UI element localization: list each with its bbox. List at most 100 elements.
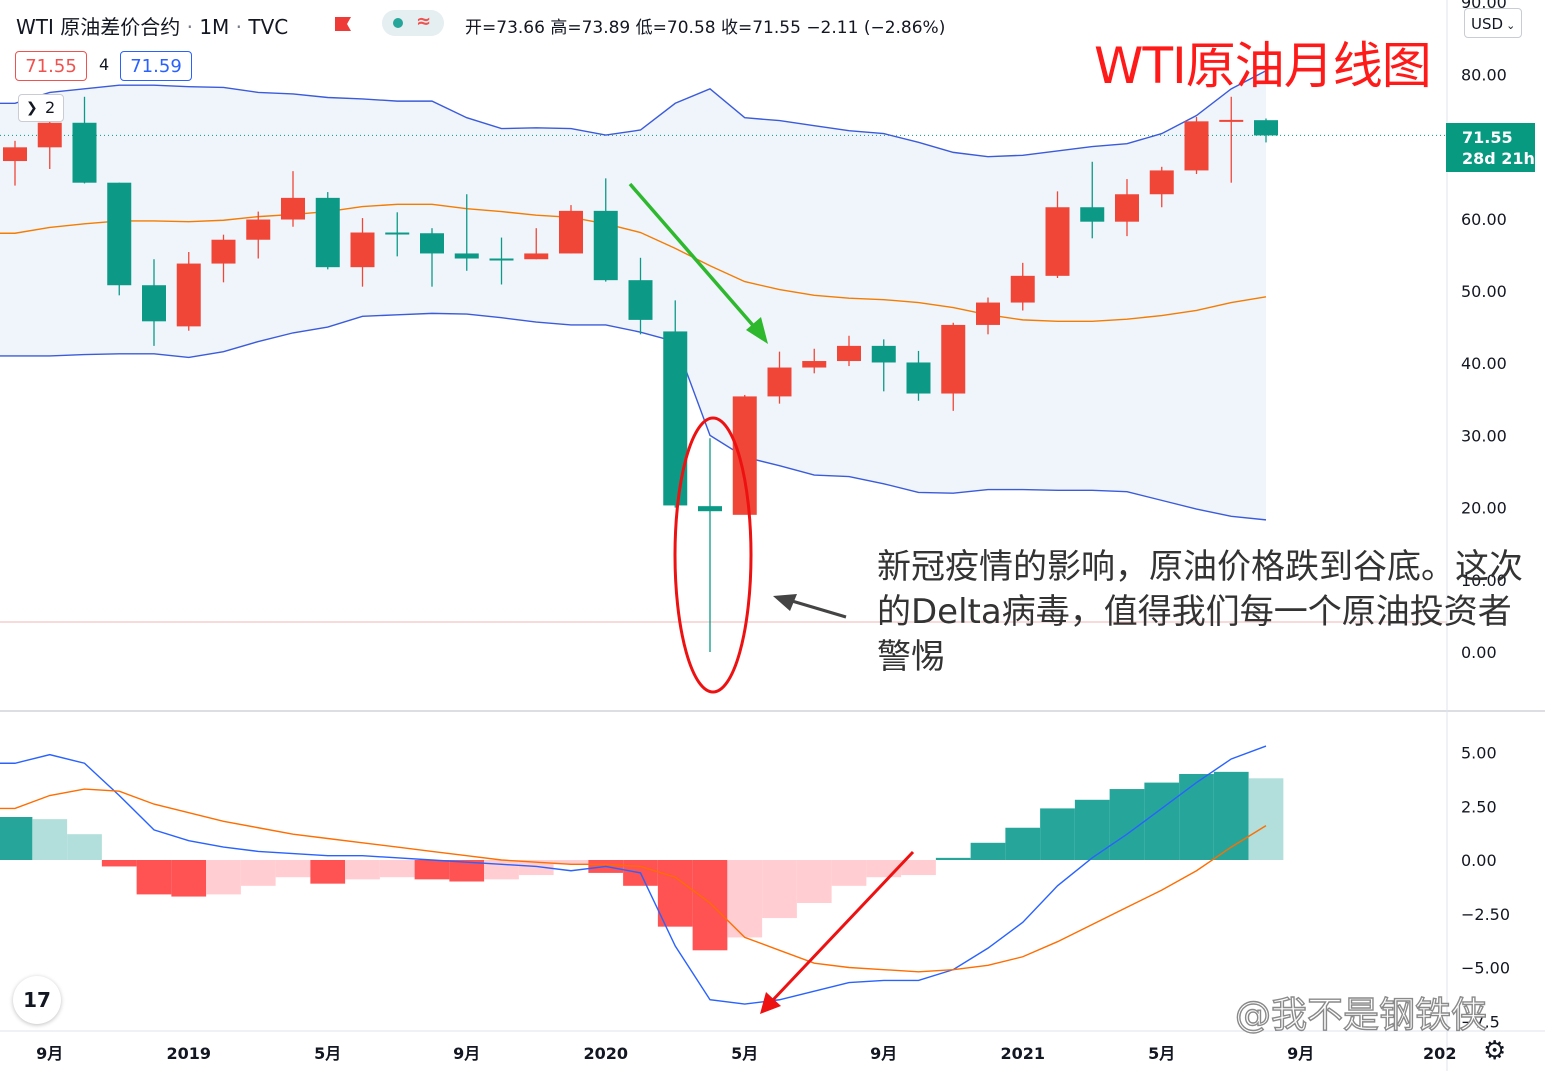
red-arrow-head <box>760 992 781 1014</box>
candle-body <box>1080 207 1105 222</box>
time-axis-label: 5月 <box>314 1044 341 1063</box>
indicator-lines-group <box>0 70 1267 521</box>
chevron-down-icon: ❯ <box>26 100 38 116</box>
candle-body <box>698 506 722 512</box>
bollinger-lower-line <box>0 312 1267 521</box>
indicator-toggle[interactable]: ≈ <box>382 10 444 36</box>
tradingview-logo[interactable]: 17 <box>13 976 61 1024</box>
dot-icon <box>393 18 403 28</box>
green-arrow-head <box>746 317 768 344</box>
buy-button[interactable]: 71.59 <box>120 51 192 81</box>
candle-body <box>1184 121 1209 171</box>
macd-histogram-bar <box>901 860 936 876</box>
macd-histogram-bar <box>32 819 68 860</box>
macd-histogram-bar <box>206 860 241 895</box>
price-axis-label: 30.00 <box>1461 426 1507 445</box>
candle-body <box>211 239 236 264</box>
price-axis-label: 20.00 <box>1461 499 1507 518</box>
macd-histogram-bar <box>831 860 867 886</box>
candle-body <box>489 258 514 261</box>
macd-histogram-bar <box>935 857 971 860</box>
candle-body <box>941 324 966 394</box>
candle-body <box>906 362 931 394</box>
annotation-text: 新冠疫情的影响，原油价格跌到谷底。这次的Delta病毒，值得我们每一个原油投资者… <box>877 547 1523 677</box>
time-axis-label: 9月 <box>453 1044 480 1063</box>
time-axis-label: 9月 <box>1287 1044 1314 1063</box>
macd-histogram-bar <box>970 842 1006 860</box>
overlay-title: WTI原油月线图 <box>1094 37 1432 95</box>
macd-histogram-bar <box>136 860 172 895</box>
watermark: @我不是钢铁侠 <box>1234 994 1488 1036</box>
change-value: −2.11 <box>806 18 859 38</box>
candle-body <box>559 210 583 254</box>
last-price: 71.55 <box>1462 128 1513 147</box>
signal-line <box>0 788 1267 973</box>
candle-body <box>281 197 305 220</box>
macd-histogram-bar <box>1005 827 1041 860</box>
close-label: 收= <box>720 18 753 38</box>
candle-body <box>767 367 792 397</box>
open-label: 开= <box>465 18 497 38</box>
macd-histogram-bar <box>1213 771 1249 860</box>
price-axis-label: 10.00 <box>1461 571 1507 590</box>
symbol-name[interactable]: WTI 原油差价合约 <box>16 15 181 39</box>
moving-average-line <box>0 203 1267 323</box>
axes-group: 90.0080.0060.0050.0040.0030.0020.0010.00… <box>36 0 1510 1063</box>
low-value: 70.58 <box>666 18 716 38</box>
candle-body <box>976 302 1000 325</box>
time-axis-label: 5月 <box>731 1044 758 1063</box>
price-axis-label: 80.00 <box>1461 65 1507 84</box>
sell-button[interactable]: 71.55 <box>15 51 87 81</box>
macd-histogram-bar <box>171 860 207 897</box>
candle-body <box>663 331 688 506</box>
candle-body <box>176 263 201 327</box>
candle-body <box>524 253 549 260</box>
low-label: 低= <box>635 18 667 38</box>
price-axis-label: 50.00 <box>1461 282 1507 301</box>
macd-histogram-bar <box>692 860 728 951</box>
macd-histogram-bar <box>727 860 763 938</box>
symbol-title[interactable]: WTI 原油差价合约 · 1M · TVC <box>16 11 288 40</box>
time-axis-label: 5月 <box>1148 1044 1175 1063</box>
macd-histogram-bar <box>345 860 380 880</box>
bollinger-upper-line <box>0 70 1267 158</box>
price-axis-label: 0.00 <box>1461 643 1497 662</box>
separator: · <box>235 15 243 39</box>
time-axis-label: 9月 <box>870 1044 897 1063</box>
macd-histogram-bar <box>553 860 589 865</box>
macd-histogram-bar <box>379 860 415 878</box>
indicators-collapse-button[interactable]: ❯ 2 <box>18 94 64 122</box>
currency-select[interactable]: USD ⌄ <box>1464 8 1522 38</box>
ohlc-readout: 开=73.66 高=73.89 低=70.58 收=71.55 −2.11 (−… <box>465 13 945 38</box>
candle-body <box>385 232 410 235</box>
candle-body <box>454 253 479 259</box>
macd-line <box>0 745 1267 1005</box>
gear-icon[interactable]: ⚙ <box>1483 1036 1507 1066</box>
high-label: 高= <box>550 18 582 38</box>
data-source[interactable]: TVC <box>248 15 289 39</box>
candle-body <box>1219 119 1244 122</box>
timeframe[interactable]: 1M <box>199 15 230 39</box>
time-axis-label: 9月 <box>36 1044 63 1063</box>
candle-body <box>1115 194 1139 222</box>
macd-histogram-bar <box>1144 782 1180 860</box>
time-axis-label: 2021 <box>1000 1044 1045 1063</box>
macd-histogram-bar <box>275 860 311 878</box>
spread-value: 4 <box>99 55 110 74</box>
candle-body <box>246 219 271 240</box>
candle-body <box>1149 170 1174 195</box>
change-percent: (−2.86%) <box>863 18 946 38</box>
red-arrow-line <box>769 850 915 1004</box>
wave-icon: ≈ <box>416 11 432 32</box>
time-axis-label: 2019 <box>166 1044 211 1063</box>
candle-body <box>72 122 97 183</box>
macd-histogram-bar <box>101 860 137 867</box>
flag-icon[interactable] <box>335 17 351 31</box>
candle-body <box>732 396 757 515</box>
macd-histogram-bar <box>1179 774 1214 860</box>
macd-histogram-bar <box>762 860 797 919</box>
macd-histogram-bar <box>657 860 693 927</box>
time-axis-label: 202 <box>1423 1044 1456 1063</box>
